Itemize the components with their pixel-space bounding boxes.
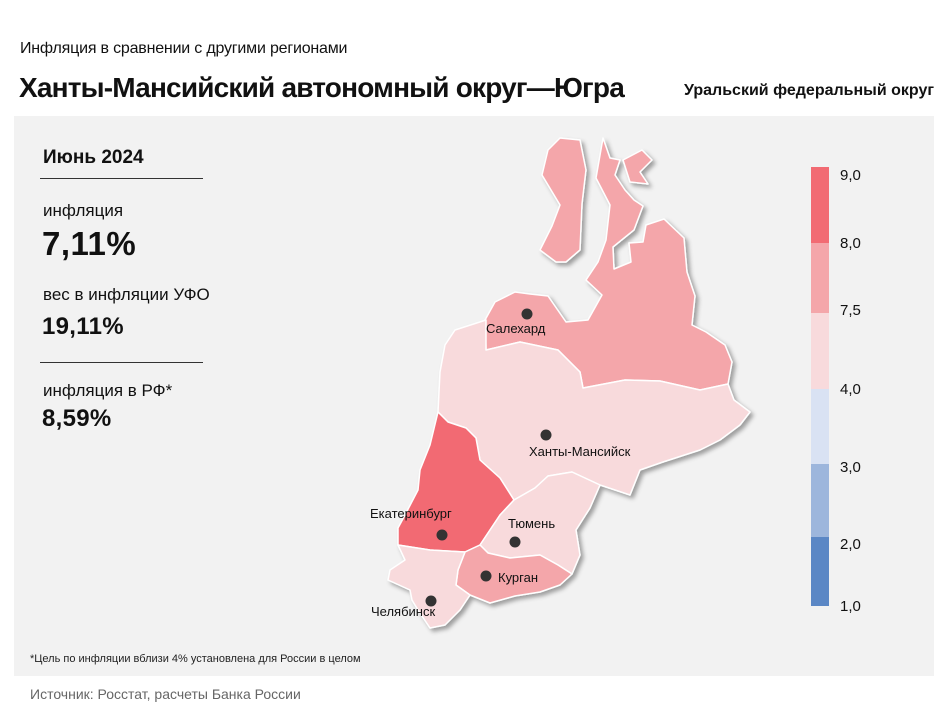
inflation-label: инфляция (43, 201, 124, 220)
legend-swatch-2-3 (811, 464, 829, 537)
page-title: Ханты-Мансийский автономный округ—Югра (19, 72, 625, 103)
legend-swatch-1-2 (811, 537, 829, 606)
source-note: Источник: Росстат, расчеты Банка России (30, 686, 301, 702)
weight-value: 19,11% (42, 313, 124, 340)
legend-tick-3: 3,0 (840, 459, 861, 476)
city-tyumen: Тюмень (508, 516, 555, 548)
city-label-khanty: Ханты-Мансийск (529, 444, 631, 459)
footnote: *Цель по инфляции вблизи 4% установлена … (30, 653, 361, 665)
city-label-ekb: Екатеринбург (370, 506, 452, 521)
period-label: Июнь 2024 (43, 147, 144, 168)
inflation-value: 7,11% (42, 225, 137, 262)
city-ekaterinburg: Екатеринбург (370, 506, 452, 541)
city-khanty-mansiysk: Ханты-Мансийск (529, 429, 631, 459)
legend-tick-8: 8,0 (840, 235, 861, 252)
legend-tick-9: 9,0 (840, 167, 861, 184)
region-yamal (484, 137, 733, 391)
legend-tick-4: 4,0 (840, 381, 861, 398)
city-label-chelyabinsk: Челябинск (371, 604, 435, 619)
rf-inflation-label: инфляция в РФ* (43, 381, 173, 400)
legend-swatch-4-7.5 (811, 313, 829, 389)
city-salekhard: Салехард (486, 308, 546, 336)
city-label-tyumen: Тюмень (508, 516, 555, 531)
rf-inflation-value: 8,59% (42, 405, 112, 432)
region-chelyabinsk (387, 544, 471, 629)
divider-top (40, 178, 203, 179)
legend-tick-1: 1,0 (840, 598, 861, 615)
legend-tick-2: 2,0 (840, 536, 861, 553)
weight-label: вес в инфляции УФО (43, 285, 210, 304)
legend-tick-7.5: 7,5 (840, 302, 861, 319)
legend-swatch-3-4 (811, 389, 829, 464)
legend-swatch-8-9 (811, 167, 829, 243)
district-label: Уральский федеральный округ (684, 82, 934, 99)
city-label-salekhard: Салехард (486, 321, 546, 336)
legend-swatch-7.5-8 (811, 243, 829, 313)
color-legend: 9,0 8,0 7,5 4,0 3,0 2,0 1,0 (811, 167, 861, 615)
divider-bottom (40, 362, 203, 363)
city-kurgan: Курган (480, 570, 538, 585)
city-label-kurgan: Курган (498, 570, 538, 585)
chart-subtitle: Инфляция в сравнении с другими регионами (20, 40, 348, 57)
city-chelyabinsk: Челябинск (371, 595, 437, 619)
